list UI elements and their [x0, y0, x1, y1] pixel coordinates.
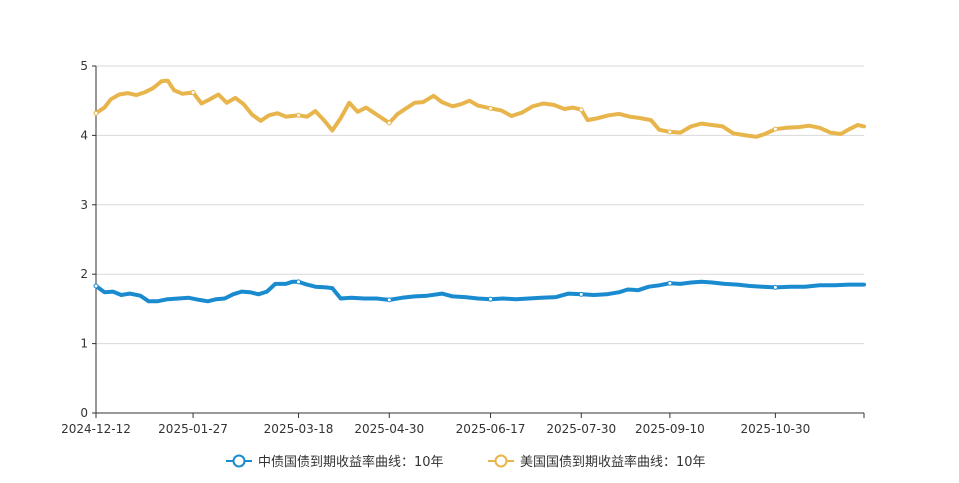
series-1-point	[93, 110, 99, 116]
series-0-point	[296, 279, 302, 285]
series-0-point	[667, 280, 673, 286]
series-line-1	[94, 78, 866, 139]
x-tick-label: 2024-12-12	[61, 422, 131, 436]
series-1-point	[296, 112, 302, 118]
x-tick-label: 2025-09-10	[635, 422, 705, 436]
legend-marker-icon	[232, 454, 246, 468]
x-tick-label: 2025-10-30	[741, 422, 811, 436]
legend-label: 中债国债到期收益率曲线：10年	[258, 454, 444, 470]
y-tick-label: 1	[80, 337, 88, 351]
y-tick-label: 3	[80, 198, 88, 212]
x-tick-label: 2025-07-30	[546, 422, 616, 436]
legend-item-0[interactable]: 中债国债到期收益率曲线：10年	[226, 454, 444, 470]
series-1-point	[578, 107, 584, 113]
series-1-point	[667, 129, 673, 135]
x-tick-label: 2025-04-30	[354, 422, 424, 436]
x-tick-label: 2025-06-17	[456, 422, 526, 436]
series-1-point	[772, 126, 778, 132]
y-tick-label: 5	[80, 59, 88, 73]
y-tick-label: 4	[80, 128, 88, 142]
series-1-point	[488, 105, 494, 111]
series-1-point	[190, 89, 196, 95]
series-0-point	[772, 284, 778, 290]
series-0-point	[93, 283, 99, 289]
y-tick-label: 0	[80, 406, 88, 420]
series-1-point	[386, 120, 392, 126]
x-tick-label: 2025-01-27	[158, 422, 228, 436]
x-tick-label: 2025-03-18	[264, 422, 334, 436]
legend-label: 美国国债到期收益率曲线：10年	[520, 454, 706, 470]
series-0-point	[488, 296, 494, 302]
series-line-0	[94, 279, 866, 304]
series-lines	[93, 78, 866, 304]
series-0-point	[578, 291, 584, 297]
series-0-point	[386, 297, 392, 303]
legend-marker-icon	[494, 454, 508, 468]
legend-item-1[interactable]: 美国国债到期收益率曲线：10年	[488, 454, 706, 470]
legend[interactable]: 中债国债到期收益率曲线：10年 美国国债到期收益率曲线：10年	[226, 454, 706, 470]
y-tick-label: 2	[80, 267, 88, 281]
axes: 0 1 2 3 4 5 2024-12-12 2025-01-27 2025-03-18 2025…	[61, 59, 865, 436]
